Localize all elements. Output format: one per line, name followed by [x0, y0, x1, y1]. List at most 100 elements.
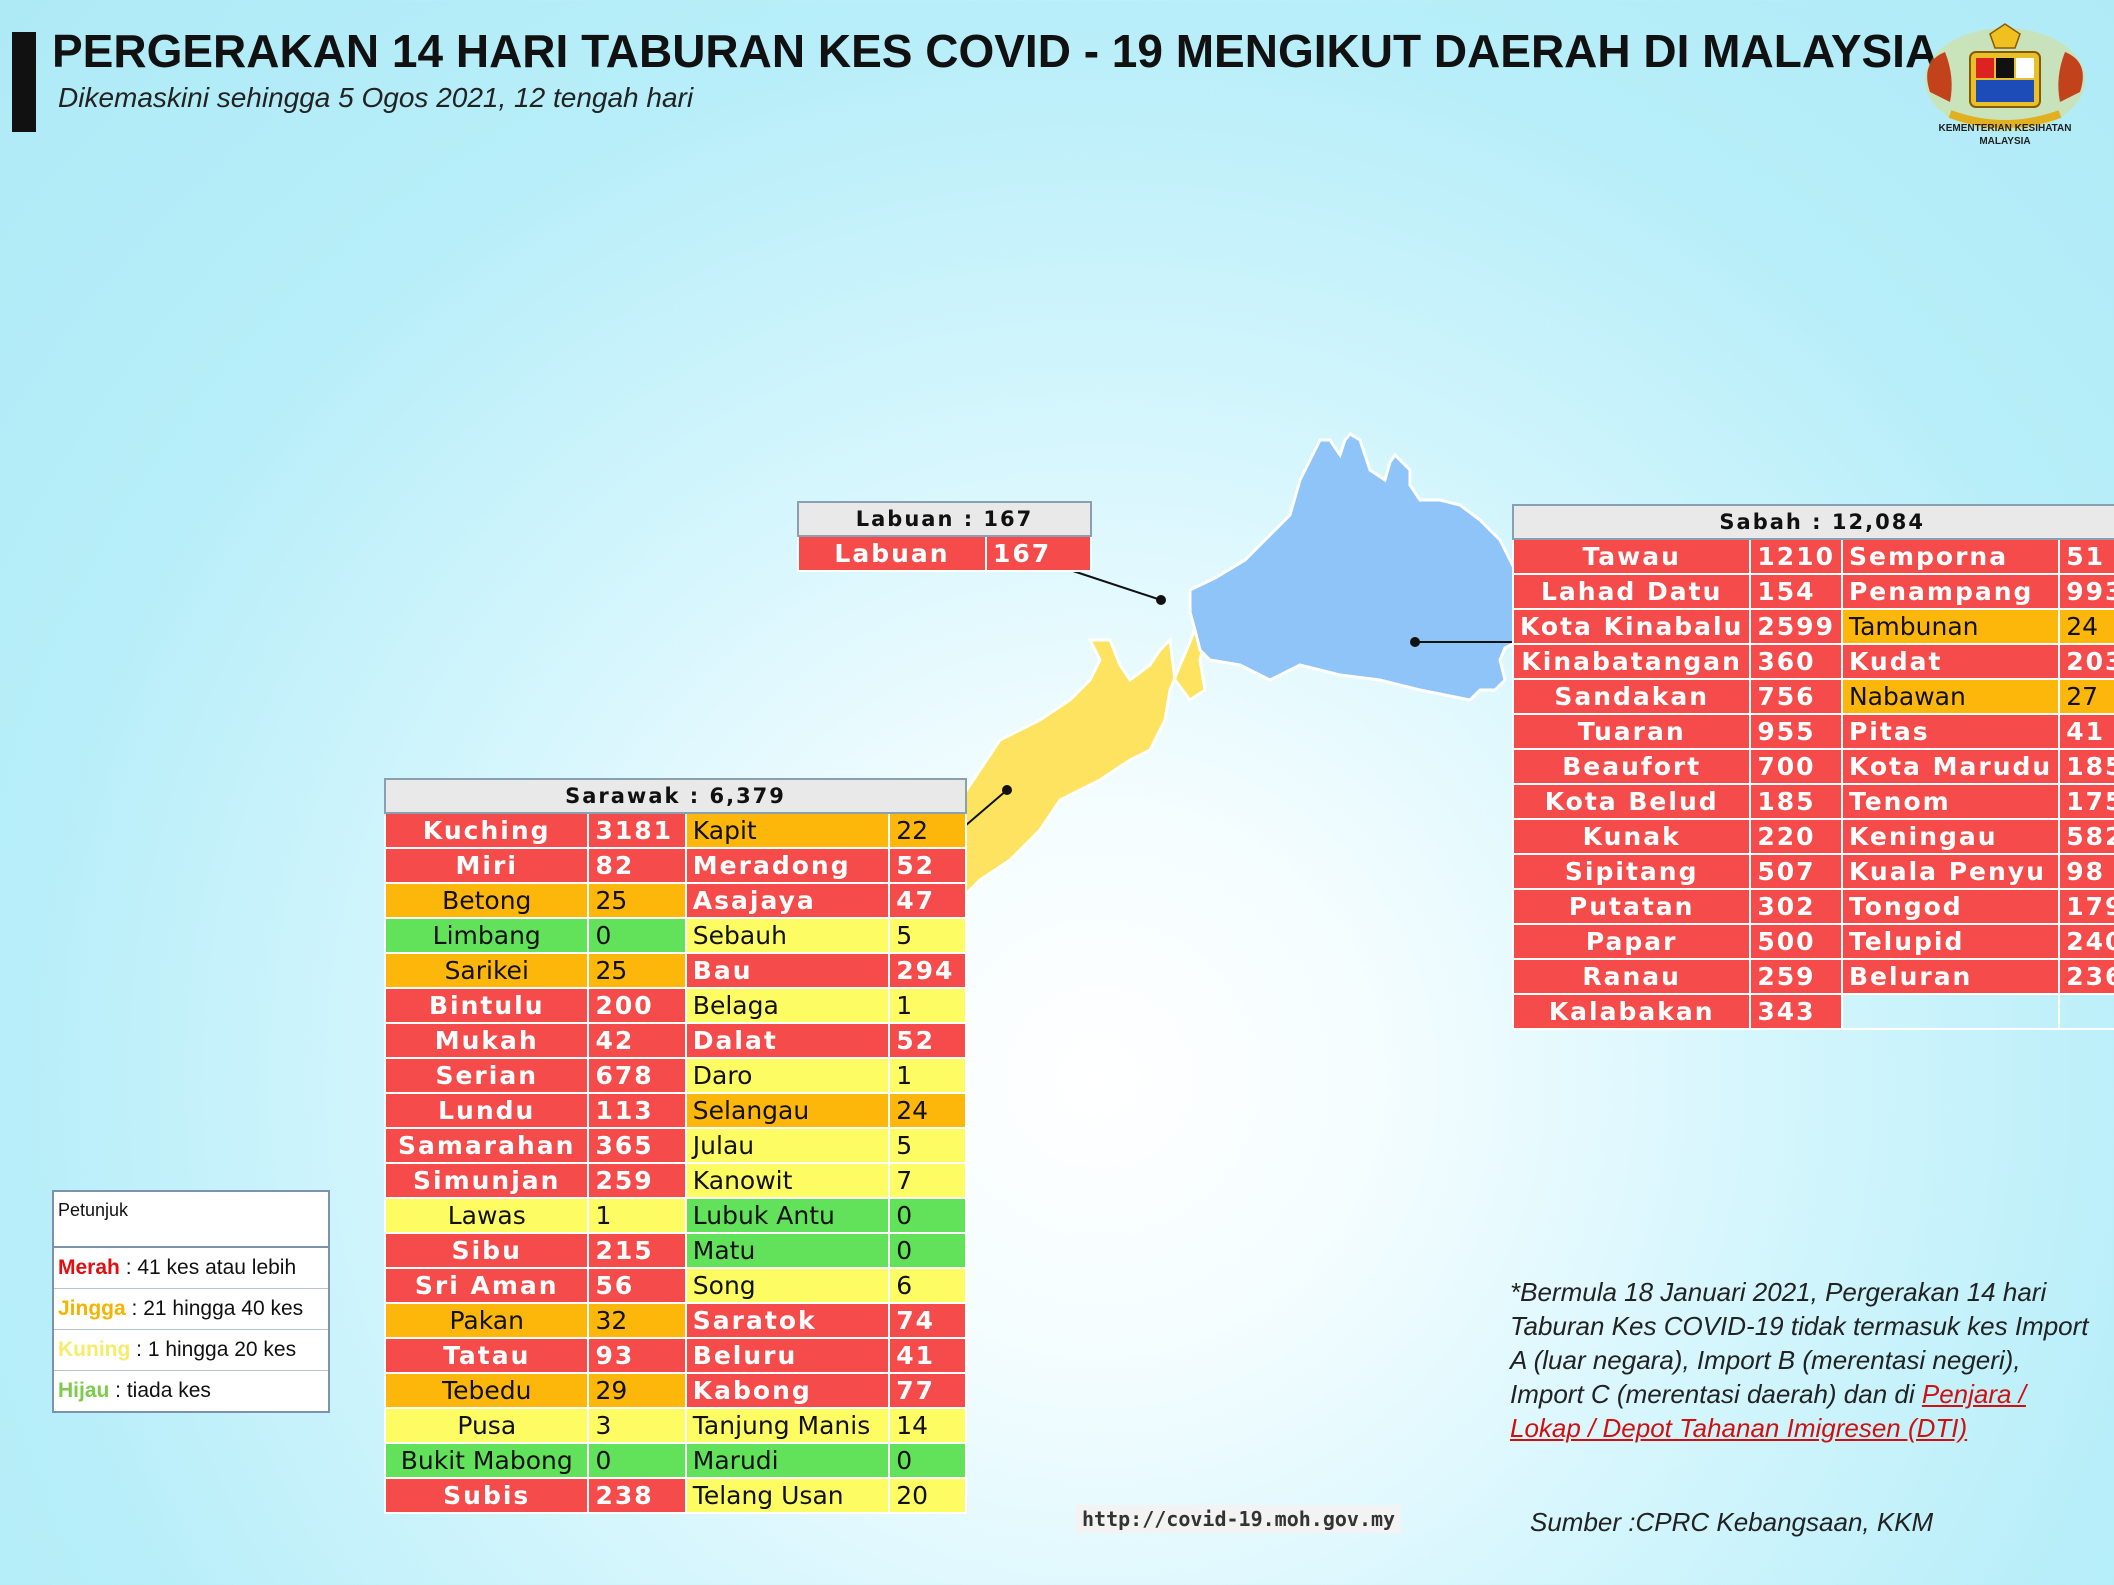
- table-row: Tebedu 29 Kabong 77: [383, 1372, 967, 1409]
- district-cases-miri: 82: [587, 847, 687, 884]
- district-cases-putatan: 302: [1749, 888, 1843, 925]
- sabah-region: [1188, 432, 1532, 702]
- title-accent-bar: [12, 32, 36, 132]
- district-cases-subis: 238: [587, 1477, 687, 1514]
- district-name-tongod: Tongod: [1840, 888, 2061, 925]
- district-cases-lubuk-antu: 0: [888, 1197, 967, 1234]
- district-name-telupid: Telupid: [1840, 923, 2061, 960]
- table-row: Kunak220Keningau582: [1511, 818, 2114, 855]
- table-row: Lawas 1 Lubuk Antu 0: [383, 1197, 967, 1234]
- district-cases-penampang: 993: [2058, 573, 2114, 610]
- table-row: Tuaran 955 Pitas 41: [1511, 713, 2114, 750]
- table-row: Mukah 42 Dalat 52: [383, 1022, 967, 1059]
- district-name-meradong: Meradong: [684, 847, 891, 884]
- legend-text-hijau: : tiada kes: [109, 1379, 211, 1402]
- district-cases-papar: 500: [1749, 923, 1843, 960]
- table-row: Betong 25 Asajaya 47: [383, 882, 967, 919]
- table-row: Bukit Mabong 0 Marudi 0: [383, 1442, 967, 1479]
- table-row: Simunjan 259 Kanowit 7: [383, 1162, 967, 1199]
- district-name-tuaran: Tuaran: [1511, 713, 1752, 750]
- district-cases-limbang: 0: [587, 917, 687, 954]
- district-name-samarahan: Samarahan: [383, 1127, 590, 1164]
- district-name-sarikei: Sarikei: [383, 952, 590, 989]
- table-row: Sarikei 25 Bau 294: [383, 952, 967, 989]
- district-name-penampang: Penampang: [1840, 573, 2061, 610]
- footnote: *Bermula 18 Januari 2021, Pergerakan 14 …: [1510, 1275, 2100, 1445]
- district-cases-sipitang: 507: [1749, 853, 1843, 890]
- district-cases-tenom: 175: [2058, 783, 2114, 820]
- district-cases-bau: 294: [888, 952, 967, 989]
- sarawak-header: Sarawak : 6,379: [384, 778, 967, 814]
- district-name-bintulu: Bintulu: [383, 987, 590, 1024]
- district-name-sri-aman: Sri Aman: [383, 1267, 590, 1304]
- labuan-table: Labuan : 167 Labuan 167: [797, 501, 1093, 572]
- table-row: Pusa 3 Tanjung Manis 14: [383, 1407, 967, 1444]
- district-cases-julau: 5: [888, 1127, 967, 1164]
- district-name-matu: Matu: [684, 1232, 891, 1269]
- district-cases-sandakan: 756: [1749, 678, 1843, 715]
- page-subtitle: Dikemaskini sehingga 5 Ogos 2021, 12 ten…: [58, 82, 694, 113]
- district-cases-kabong: 77: [888, 1372, 967, 1409]
- district-cases-daro: 1: [888, 1057, 967, 1094]
- table-row: Sri Aman 56 Song 6: [383, 1267, 967, 1304]
- ministry-crest-logo: [1925, 23, 2085, 132]
- district-cases-nabawan: 27: [2058, 678, 2114, 715]
- district-cases-sarikei: 25: [587, 952, 687, 989]
- district-name-tebedu: Tebedu: [383, 1372, 590, 1409]
- district-name-tatau: Tatau: [383, 1337, 590, 1374]
- district-name-belaga: Belaga: [684, 987, 891, 1024]
- footnote-link[interactable]: Penjara / Lokap / Depot Tahanan Imigrese…: [1510, 1379, 2026, 1443]
- sabah-table: Sabah : 12,084 Tawau 1210 Semporna 51 Lahad …: [1511, 504, 2114, 1030]
- legend-key-jingga: Jingga: [58, 1297, 126, 1320]
- district-cases-beluran: 236: [2058, 958, 2114, 995]
- district-name-kuala-penyu: Kuala Penyu: [1840, 853, 2061, 890]
- legend-item-kuning: Kuning : 1 hingga 20 kes: [54, 1330, 328, 1371]
- source-url[interactable]: http://covid-19.moh.gov.my: [1076, 1505, 1402, 1533]
- sarawak-table: Sarawak : 6,379 Kuching 3181 Kapit 22 Miri 82…: [383, 778, 967, 1514]
- district-name-sipitang: Sipitang: [1511, 853, 1752, 890]
- table-row: Miri 82 Meradong 52: [383, 847, 967, 884]
- sabah-header: Sabah : 12,084: [1511, 504, 2114, 540]
- legend-key-kuning: Kuning: [58, 1338, 131, 1361]
- district-cases-beluru: 41: [888, 1337, 967, 1374]
- district-cases-kunak: 220: [1749, 818, 1843, 855]
- district-name-kinabatangan: Kinabatangan: [1511, 643, 1752, 680]
- district-name-selangau: Selangau: [684, 1092, 891, 1129]
- district-name-daro: Daro: [684, 1057, 891, 1094]
- district-cases-kota-marudu: 185: [2058, 748, 2114, 785]
- legend-key-hijau: Hijau: [58, 1379, 110, 1402]
- table-row: Pakan 32 Saratok 74: [383, 1302, 967, 1339]
- district-name-kota-marudu: Kota Marudu: [1840, 748, 2061, 785]
- district-name-pakan: Pakan: [383, 1302, 590, 1339]
- table-row: Subis 238 Telang Usan 20: [383, 1477, 967, 1514]
- table-row: Lundu 113 Selangau 24: [383, 1092, 967, 1129]
- legend-item-hijau: Hijau : tiada kes: [54, 1371, 328, 1411]
- legend-item-merah: Merah : 41 kes atau lebih: [54, 1248, 328, 1289]
- district-cases-keningau: 582: [2058, 818, 2114, 855]
- district-name-bukit-mabong: Bukit Mabong: [383, 1442, 590, 1479]
- district-cases-kuching: 3181: [587, 812, 687, 849]
- district-cases-sri-aman: 56: [587, 1267, 687, 1304]
- footnote-text: *Bermula 18 Januari 2021, Pergerakan 14 …: [1510, 1277, 2089, 1409]
- district-name-betong: Betong: [383, 882, 590, 919]
- district-name-putatan: Putatan: [1511, 888, 1752, 925]
- district-name-kanowit: Kanowit: [684, 1162, 891, 1199]
- district-cases-tawau: 1210: [1749, 538, 1843, 575]
- district-name-papar: Papar: [1511, 923, 1752, 960]
- legend-item-jingga: Jingga : 21 hingga 40 kes: [54, 1289, 328, 1330]
- district-cases-kalabakan: 343: [1749, 993, 1843, 1030]
- district-name-kuching: Kuching: [383, 812, 590, 849]
- district-name-lubuk-antu: Lubuk Antu: [684, 1197, 891, 1234]
- district-cases-simunjan: 259: [587, 1162, 687, 1199]
- district-cases-sibu: 215: [587, 1232, 687, 1269]
- district-name-kota-belud: Kota Belud: [1511, 783, 1752, 820]
- district-cases-telupid: 240: [2058, 923, 2114, 960]
- district-cases-kota-belud: 185: [1749, 783, 1843, 820]
- legend-text-merah: : 41 kes atau lebih: [119, 1256, 297, 1279]
- district-name-tambunan: Tambunan: [1840, 608, 2061, 645]
- page-title: PERGERAKAN 14 HARI TABURAN KES COVID - 1…: [52, 25, 1939, 77]
- district-name-mukah: Mukah: [383, 1022, 590, 1059]
- district-cases-selangau: 24: [888, 1092, 967, 1129]
- district-name-asajaya: Asajaya: [684, 882, 891, 919]
- table-row: Sandakan 756 Nabawan 27: [1511, 678, 2114, 715]
